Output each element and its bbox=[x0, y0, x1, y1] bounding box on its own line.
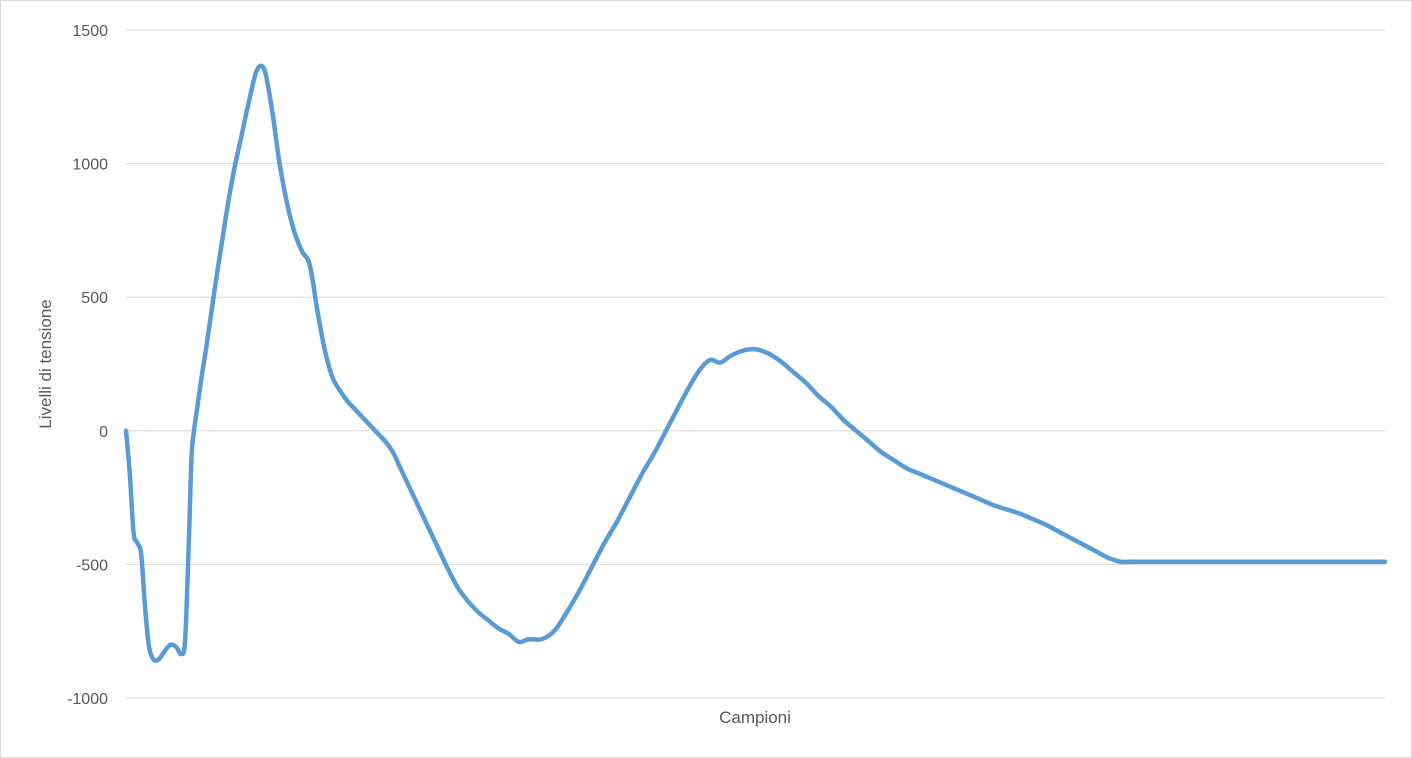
y-tick-label: -500 bbox=[76, 557, 108, 574]
series-line bbox=[123, 63, 1388, 663]
y-tick-label: 0 bbox=[99, 424, 108, 441]
x-axis-title: Campioni bbox=[719, 708, 791, 727]
y-tick-label: 500 bbox=[81, 290, 108, 307]
y-tick-label: 1000 bbox=[72, 157, 108, 174]
y-tick-label: -1000 bbox=[67, 691, 108, 708]
series-layer bbox=[123, 63, 1388, 663]
gridlines bbox=[126, 29, 1385, 699]
y-tick-label: 1500 bbox=[72, 23, 108, 40]
y-axis-title: Livelli di tensione bbox=[36, 299, 55, 428]
y-axis-ticks: 1500 1000 500 0 -500 -1000 bbox=[67, 23, 108, 708]
